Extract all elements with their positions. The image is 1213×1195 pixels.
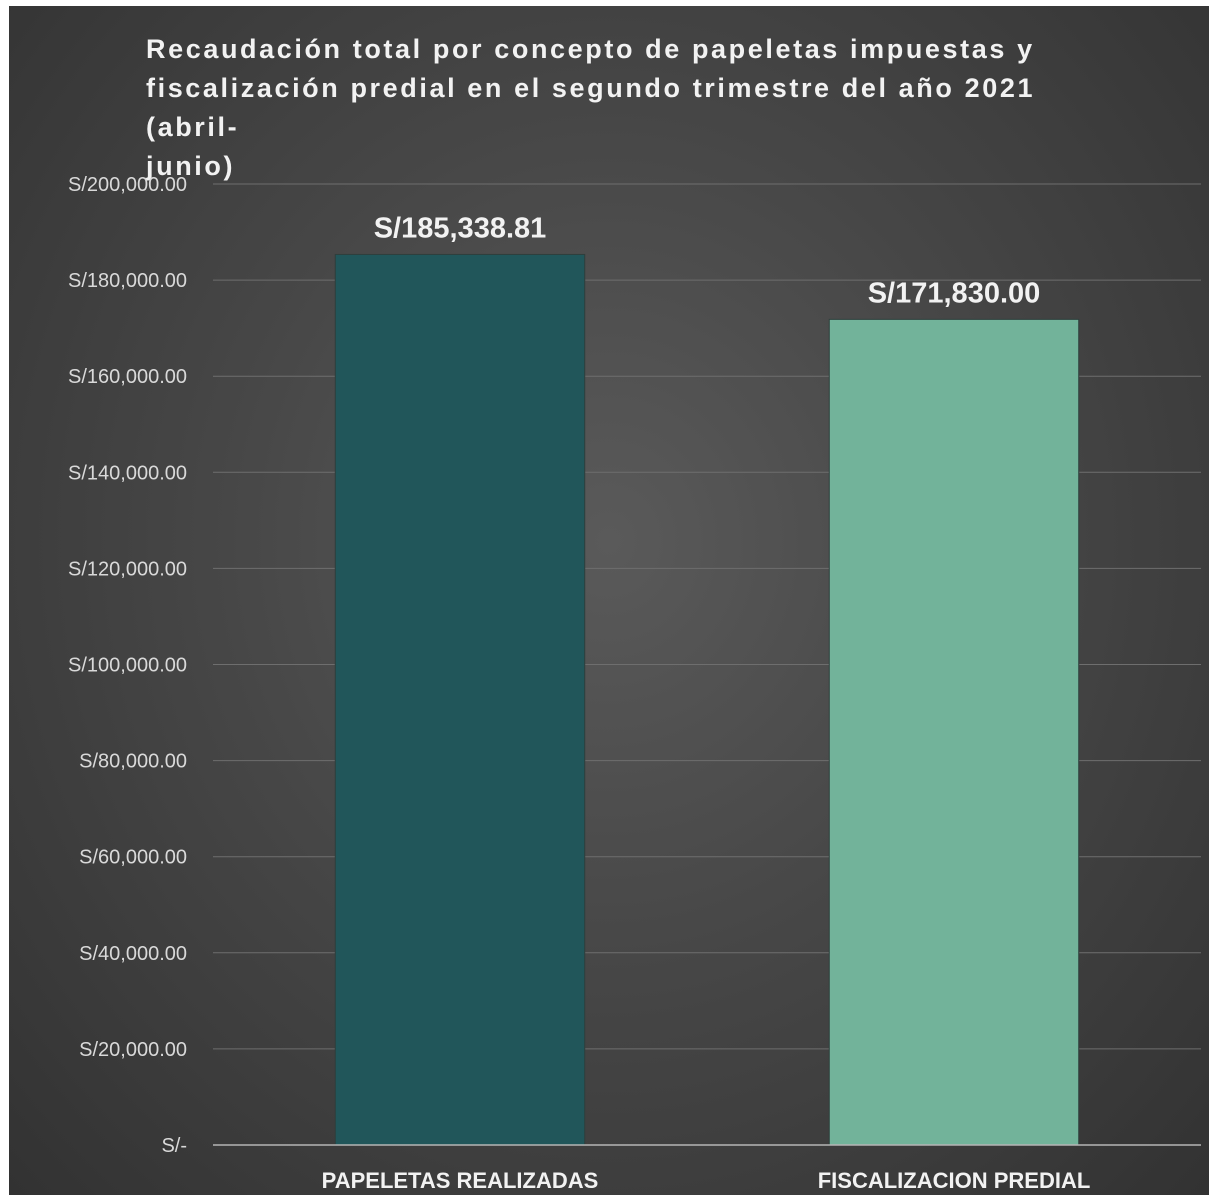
y-tick-label: S/180,000.00: [68, 270, 187, 292]
y-tick-label: S/40,000.00: [79, 943, 187, 965]
y-tick-label: S/60,000.00: [79, 847, 187, 869]
chart-title-line-2: fiscalización predial en el segundo trim…: [146, 73, 1036, 142]
data-label: S/185,338.81: [374, 212, 547, 244]
y-tick-label: S/20,000.00: [79, 1039, 187, 1061]
y-tick-label: S/80,000.00: [79, 751, 187, 773]
x-tick-label: FISCALIZACION PREDIAL: [818, 1168, 1091, 1193]
bar-chart-plot: S/- S/20,000.00 S/40,000.00 S/60,000.00 S/80…: [68, 174, 1201, 1193]
chart-title-line-3: junio): [146, 151, 236, 181]
bars: [334, 253, 1080, 1146]
y-tick-label: S/100,000.00: [68, 655, 187, 677]
data-label: S/171,830.00: [868, 277, 1041, 309]
y-tick-label: S/160,000.00: [68, 366, 187, 388]
bar-fiscalizacion-predial: [828, 318, 1080, 1146]
labels: S/- S/20,000.00 S/40,000.00 S/60,000.00 S/80…: [68, 174, 1090, 1193]
chart-title: Recaudación total por concepto de papele…: [146, 30, 1106, 186]
x-tick-label: PAPELETAS REALIZADAS: [322, 1168, 599, 1193]
bar-papeletas-realizadas: [334, 253, 586, 1146]
y-tick-label: S/200,000.00: [68, 174, 187, 196]
chart-title-line-1: Recaudación total por concepto de papele…: [146, 34, 1035, 64]
y-tick-label: S/140,000.00: [68, 462, 187, 484]
y-tick-label: S/120,000.00: [68, 558, 187, 580]
y-tick-label: S/-: [161, 1135, 187, 1157]
chart-frame: Recaudación total por concepto de papele…: [9, 6, 1209, 1195]
